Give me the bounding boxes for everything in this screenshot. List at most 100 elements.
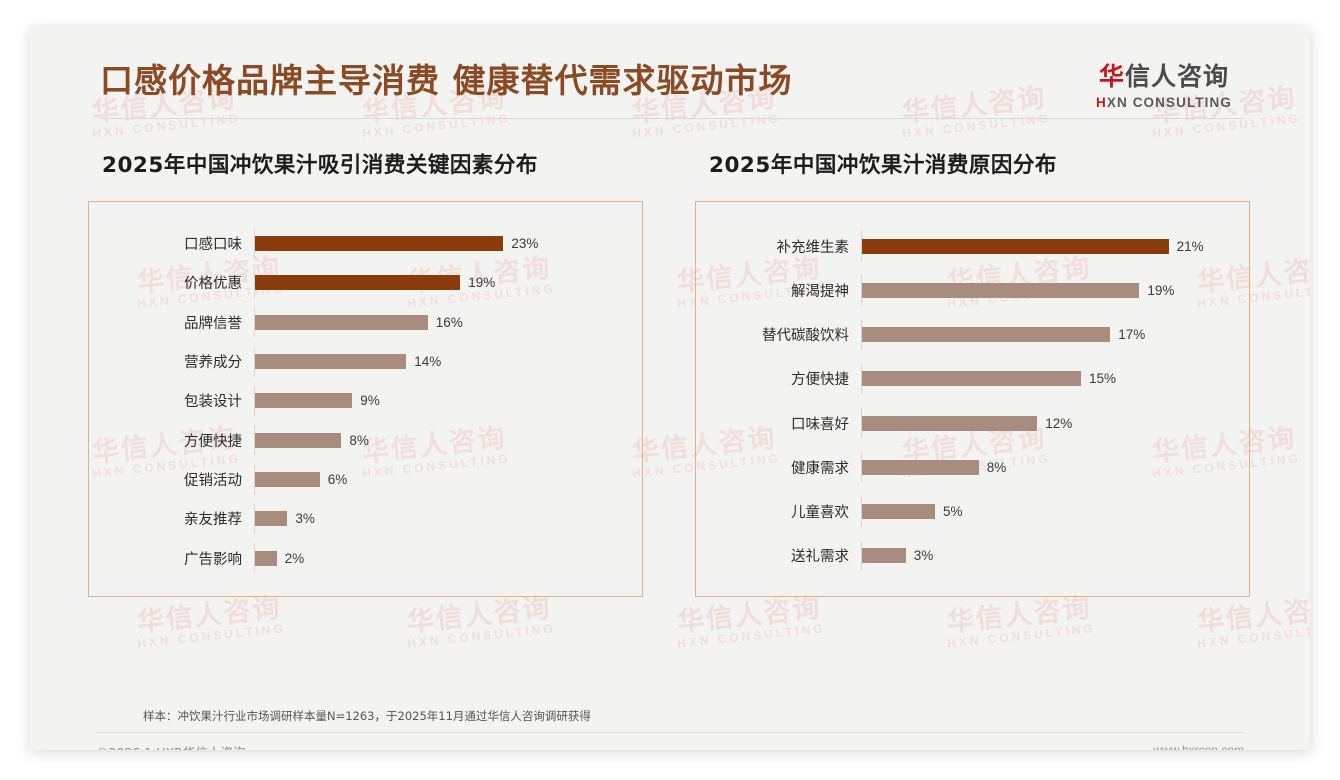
bar-value-label: 14%: [414, 354, 442, 370]
bar-track: 5%: [861, 496, 1239, 527]
bar-category-label: 促销活动: [184, 473, 242, 490]
bar[interactable]: [255, 472, 320, 488]
watermark-english: HXN CONSULTING: [1151, 111, 1302, 141]
bar-value-label: 19%: [468, 275, 496, 291]
bar-track: 19%: [861, 275, 1239, 306]
bar-row: 包装设计 9%: [89, 385, 632, 416]
bar-row: 品牌信誉 16%: [89, 307, 632, 338]
chart-panel-right: 2025年中国冲饮果汁消费原因分布 补充维生素 21% 解渴提神 19% 替代碳酸饮料 1…: [695, 148, 1250, 597]
bar-category-label: 儿童喜欢: [791, 505, 849, 522]
bar-category-label: 解渴提神: [791, 283, 849, 300]
bar-value-label: 2%: [284, 550, 305, 566]
bar[interactable]: [255, 550, 277, 566]
slide-card: 华信人咨询 HXN CONSULTING 华信人咨询 HXN CONSULTING 华信…: [30, 28, 1310, 750]
header-divider: [100, 118, 1244, 119]
bar[interactable]: [255, 511, 288, 527]
watermark-english: HXN CONSULTING: [901, 111, 1052, 141]
bar-track: 23%: [254, 228, 632, 259]
bar-value-label: 16%: [435, 314, 463, 330]
bar-value-label: 19%: [1147, 282, 1175, 298]
bar[interactable]: [862, 459, 979, 475]
bar-track: 15%: [861, 363, 1239, 394]
copyright-text: ©2026.1 HXR华信人咨询: [96, 742, 245, 750]
bar[interactable]: [862, 548, 906, 564]
bar-value-label: 9%: [360, 393, 380, 409]
slide-header: 口感价格品牌主导消费 健康替代需求驱动市场 华信人咨询 HXN CONSULTI…: [30, 28, 1310, 114]
chart-box-left: 口感口味 23% 价格优惠 19% 品牌信誉 16% 营养成分 14% 包装设计 9% 方便快捷 8%…: [88, 201, 643, 597]
chart-title-right: 2025年中国冲饮果汁消费原因分布: [709, 153, 1057, 178]
bar[interactable]: [862, 238, 1169, 254]
company-logo: 华信人咨询 HXN CONSULTING: [1084, 57, 1244, 110]
bar[interactable]: [255, 275, 461, 291]
bar-track: 6%: [254, 464, 632, 495]
bar-category-label: 广告影响: [184, 551, 242, 568]
watermark-english: HXN CONSULTING: [91, 111, 242, 141]
bar-value-label: 23%: [511, 236, 539, 252]
bar-track: 3%: [861, 540, 1239, 571]
bar[interactable]: [862, 371, 1081, 387]
bar[interactable]: [255, 314, 428, 330]
logo-chinese-name: 华信人咨询: [1084, 57, 1244, 93]
bar-row: 方便快捷 8%: [89, 425, 632, 456]
bar-row: 送礼需求 3%: [696, 540, 1239, 571]
bar-track: 19%: [254, 267, 632, 298]
bar-row: 口味喜好 12%: [696, 408, 1239, 439]
bar[interactable]: [255, 432, 342, 448]
bar[interactable]: [255, 236, 504, 252]
bar-category-label: 方便快捷: [791, 372, 849, 389]
bar-value-label: 12%: [1045, 415, 1073, 431]
bar-track: 12%: [861, 408, 1239, 439]
bar-row: 营养成分 14%: [89, 346, 632, 377]
bar-category-label: 包装设计: [184, 394, 242, 411]
bar-category-label: 替代碳酸饮料: [762, 328, 849, 345]
bar-track: 2%: [254, 543, 632, 574]
logo-en-red: H: [1096, 95, 1107, 110]
watermark-english: HXN CONSULTING: [946, 621, 1097, 651]
bar-value-label: 8%: [986, 459, 1007, 475]
bar-value-label: 15%: [1089, 371, 1117, 387]
bar-value-label: 3%: [913, 548, 934, 564]
bar-row: 促销活动 6%: [89, 464, 632, 495]
logo-en-rest: XN CONSULTING: [1106, 95, 1232, 110]
bar-row: 口感口味 23%: [89, 228, 632, 259]
bar-row: 健康需求 8%: [696, 452, 1239, 483]
bar-row: 儿童喜欢 5%: [696, 496, 1239, 527]
bar[interactable]: [862, 415, 1038, 431]
bar-track: 8%: [861, 452, 1239, 483]
website-url: www.hxrcon.com: [1153, 743, 1244, 750]
bar-value-label: 8%: [349, 432, 369, 448]
bar-value-label: 3%: [295, 511, 315, 527]
footer-divider: [96, 732, 1244, 733]
page-title: 口感价格品牌主导消费 健康替代需求驱动市场: [100, 61, 793, 100]
logo-cn-red: 华: [1098, 62, 1125, 91]
bar[interactable]: [862, 327, 1111, 343]
bar-track: 21%: [861, 231, 1239, 262]
logo-english-name: HXN CONSULTING: [1084, 95, 1244, 110]
bar-category-label: 品牌信誉: [184, 315, 242, 332]
bar-category-label: 健康需求: [791, 460, 849, 477]
bar[interactable]: [862, 504, 935, 520]
bar-category-label: 营养成分: [184, 355, 242, 372]
bar-value-label: 5%: [943, 504, 963, 520]
bar-value-label: 21%: [1176, 238, 1204, 254]
bar[interactable]: [255, 393, 353, 409]
bar-value-label: 6%: [327, 472, 348, 488]
watermark-english: HXN CONSULTING: [631, 111, 782, 141]
bar-category-label: 补充维生素: [776, 239, 850, 256]
chart-title-left: 2025年中国冲饮果汁吸引消费关键因素分布: [102, 153, 538, 178]
bar-category-label: 口感口味: [184, 237, 242, 254]
bar[interactable]: [862, 282, 1140, 298]
bar-row: 价格优惠 19%: [89, 267, 632, 298]
bar-chart-right: 补充维生素 21% 解渴提神 19% 替代碳酸饮料 17% 方便快捷 15% 口味喜好 12% 健康…: [696, 202, 1249, 596]
bar-row: 广告影响 2%: [89, 543, 632, 574]
bar-chart-left: 口感口味 23% 价格优惠 19% 品牌信誉 16% 营养成分 14% 包装设计 9% 方便快捷 8%…: [89, 202, 642, 596]
bar[interactable]: [255, 354, 407, 370]
watermark-english: HXN CONSULTING: [1196, 621, 1310, 651]
bar-value-label: 17%: [1118, 327, 1146, 343]
bar-track: 3%: [254, 503, 632, 534]
bar-track: 17%: [861, 319, 1239, 350]
bar-row: 解渴提神 19%: [696, 275, 1239, 306]
bar-track: 14%: [254, 346, 632, 377]
bar-category-label: 亲友推荐: [184, 512, 242, 529]
watermark-english: HXN CONSULTING: [406, 621, 557, 651]
